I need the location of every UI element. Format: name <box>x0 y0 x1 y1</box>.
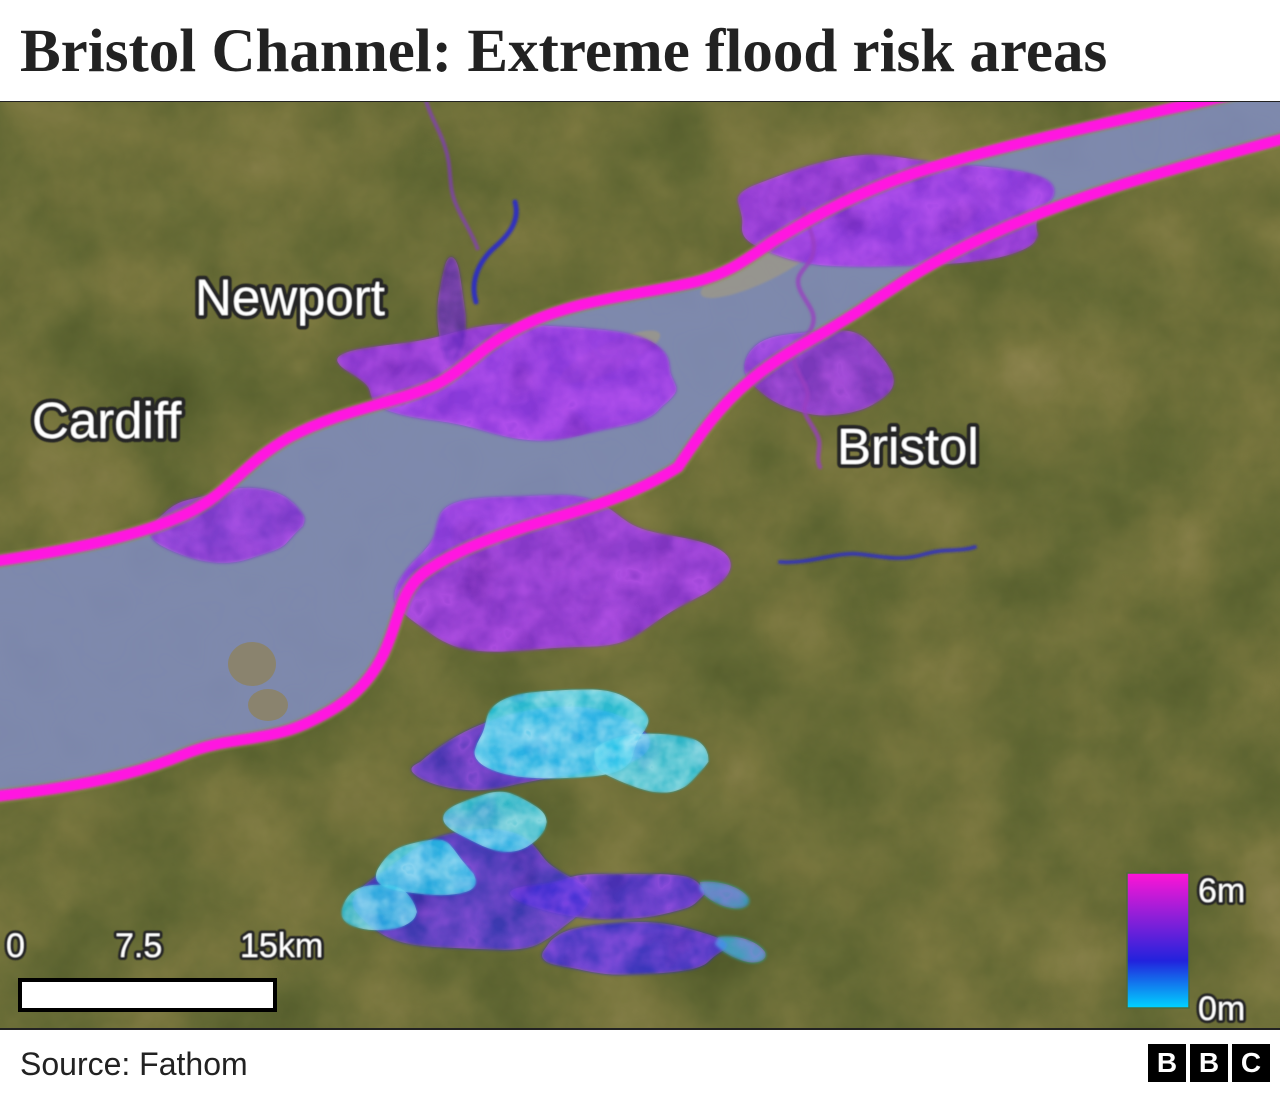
svg-text:15km: 15km <box>240 927 323 965</box>
svg-text:6m: 6m <box>1198 872 1245 910</box>
svg-text:Newport: Newport <box>195 269 385 326</box>
svg-text:Bristol: Bristol <box>837 418 979 475</box>
svg-text:Cardiff: Cardiff <box>32 392 182 449</box>
svg-text:7.5: 7.5 <box>115 927 162 965</box>
svg-text:0: 0 <box>6 927 25 965</box>
svg-text:0m: 0m <box>1198 990 1245 1028</box>
